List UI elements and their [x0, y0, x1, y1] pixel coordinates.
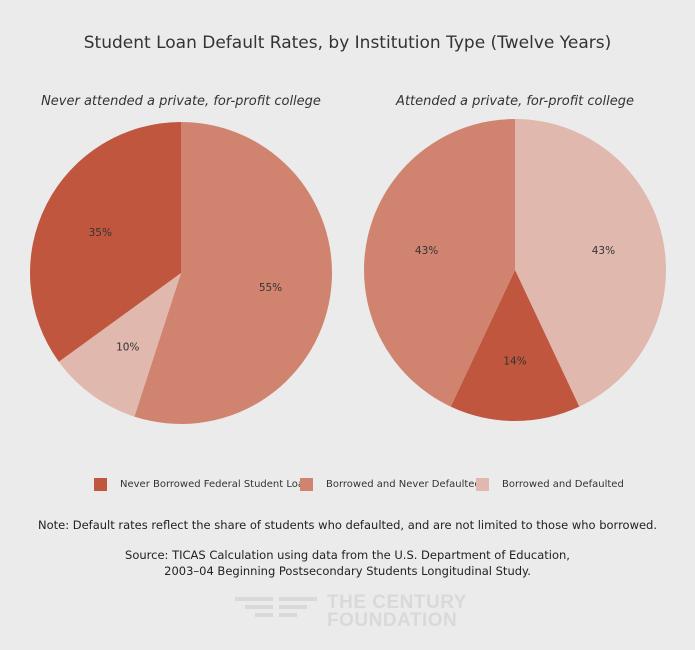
century-foundation-logo: THE CENTURY FOUNDATION	[235, 591, 475, 631]
legend-label: Borrowed and Defaulted	[502, 479, 624, 490]
pie-slice[interactable]	[364, 119, 515, 407]
legend-swatch	[94, 478, 107, 491]
logo-line-2: FOUNDATION	[327, 610, 458, 631]
legend-item-never-borrowed[interactable]: Never Borrowed Federal Student Loan	[94, 478, 310, 491]
pie-slice[interactable]	[134, 122, 333, 425]
pie-slice-label: 10%	[116, 341, 139, 353]
pie-slice-label: 55%	[259, 282, 282, 294]
pie-slice[interactable]	[58, 273, 181, 417]
legend: Never Borrowed Federal Student Loan Borr…	[0, 478, 695, 496]
pie-slice[interactable]	[29, 122, 182, 362]
pie-left-subtitle: Never attended a private, for-profit col…	[41, 94, 321, 109]
legend-swatch	[300, 478, 313, 491]
logo-line-1: THE CENTURY	[327, 592, 467, 613]
pie-slice[interactable]	[515, 119, 666, 407]
legend-label: Never Borrowed Federal Student Loan	[120, 479, 311, 490]
legend-label: Borrowed and Never Defaulted	[326, 479, 481, 490]
chart-source: Source: TICAS Calculation using data fro…	[0, 547, 695, 579]
chart-note: Note: Default rates reflect the share of…	[37, 518, 658, 532]
legend-item-borrowed-never-defaulted[interactable]: Borrowed and Never Defaulted	[300, 478, 481, 491]
chart-title: Student Loan Default Rates, by Instituti…	[83, 33, 612, 53]
logo-mark-icon	[235, 597, 317, 617]
legend-swatch	[476, 478, 489, 491]
source-line-1: Source: TICAS Calculation using data fro…	[125, 548, 570, 562]
pie-slice[interactable]	[450, 270, 580, 421]
legend-item-borrowed-defaulted[interactable]: Borrowed and Defaulted	[476, 478, 624, 491]
pie-slice-label: 35%	[89, 227, 112, 239]
source-line-2: 2003–04 Beginning Postsecondary Students…	[164, 564, 531, 578]
logo-text: THE CENTURY FOUNDATION	[327, 592, 467, 631]
pie-right-subtitle: Attended a private, for-profit college	[396, 94, 634, 109]
